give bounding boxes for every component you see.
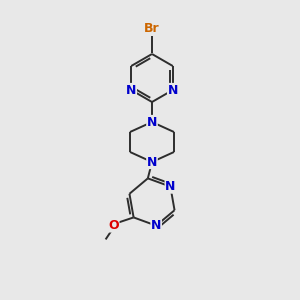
Text: Br: Br (144, 22, 160, 34)
Text: N: N (168, 83, 178, 97)
Text: N: N (147, 116, 157, 128)
Text: N: N (147, 155, 157, 169)
Text: O: O (108, 219, 119, 232)
Text: N: N (126, 83, 136, 97)
Text: N: N (151, 219, 161, 232)
Text: N: N (165, 180, 176, 193)
